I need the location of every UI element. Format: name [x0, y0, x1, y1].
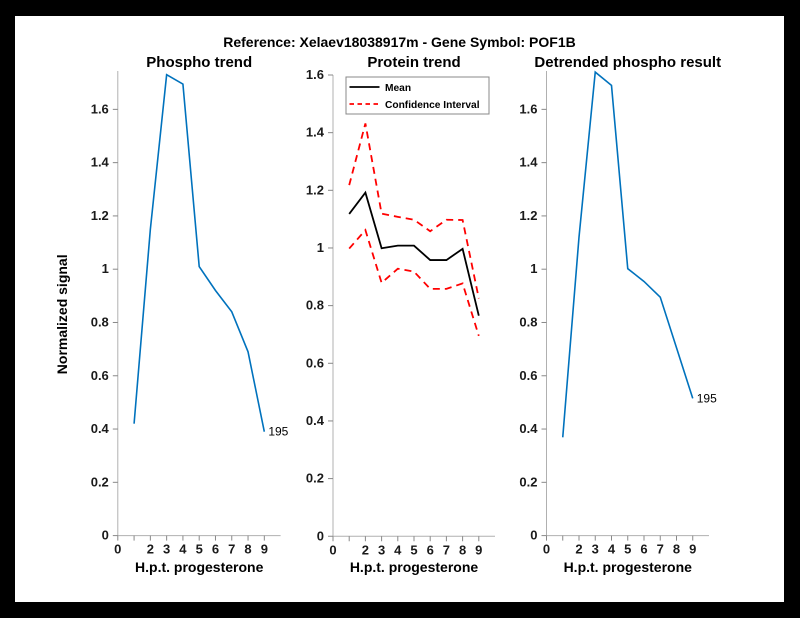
svg-text:H.p.t. progesterone: H.p.t. progesterone [135, 559, 264, 575]
svg-text:Mean: Mean [385, 83, 411, 94]
svg-text:0.6: 0.6 [306, 355, 324, 370]
svg-text:Detrended phospho result: Detrended phospho result [534, 54, 721, 71]
svg-text:1.2: 1.2 [91, 208, 109, 223]
svg-text:0.8: 0.8 [519, 314, 537, 329]
svg-text:0.6: 0.6 [91, 368, 109, 383]
svg-text:7: 7 [443, 542, 450, 557]
svg-text:3: 3 [378, 542, 385, 557]
svg-text:1.2: 1.2 [519, 208, 537, 223]
svg-text:195: 195 [697, 391, 717, 405]
svg-text:1: 1 [317, 240, 324, 255]
svg-text:1.6: 1.6 [519, 101, 537, 116]
svg-text:1.4: 1.4 [519, 155, 538, 170]
svg-text:0.8: 0.8 [306, 298, 324, 313]
svg-text:9: 9 [261, 542, 268, 557]
svg-text:5: 5 [410, 542, 417, 557]
svg-text:3: 3 [163, 542, 170, 557]
svg-text:7: 7 [228, 542, 235, 557]
svg-text:0.4: 0.4 [306, 413, 325, 428]
svg-text:9: 9 [689, 542, 696, 557]
svg-text:7: 7 [657, 542, 664, 557]
svg-text:H.p.t. progesterone: H.p.t. progesterone [350, 559, 479, 575]
svg-text:1.4: 1.4 [306, 125, 325, 140]
svg-text:0: 0 [329, 542, 336, 557]
svg-text:0: 0 [530, 528, 537, 543]
svg-text:2: 2 [362, 542, 369, 557]
svg-text:2: 2 [575, 542, 582, 557]
svg-text:2: 2 [147, 542, 154, 557]
svg-text:5: 5 [196, 542, 203, 557]
svg-text:Protein trend: Protein trend [367, 54, 460, 71]
svg-text:6: 6 [640, 542, 647, 557]
svg-text:0.8: 0.8 [91, 314, 109, 329]
svg-text:H.p.t. progesterone: H.p.t. progesterone [564, 559, 693, 575]
svg-text:3: 3 [592, 542, 599, 557]
svg-text:5: 5 [624, 542, 631, 557]
svg-text:6: 6 [427, 542, 434, 557]
svg-text:0: 0 [114, 542, 121, 557]
svg-text:8: 8 [459, 542, 466, 557]
svg-text:1.6: 1.6 [91, 101, 109, 116]
svg-text:1: 1 [102, 261, 109, 276]
svg-text:1.2: 1.2 [306, 182, 324, 197]
svg-text:0.6: 0.6 [519, 368, 537, 383]
svg-text:1.4: 1.4 [91, 155, 110, 170]
svg-text:8: 8 [673, 542, 680, 557]
svg-text:1: 1 [530, 261, 537, 276]
svg-text:0: 0 [543, 542, 550, 557]
svg-text:1.6: 1.6 [306, 67, 324, 82]
svg-text:Normalized signal: Normalized signal [54, 254, 70, 374]
svg-text:0.2: 0.2 [306, 471, 324, 486]
svg-text:0.2: 0.2 [91, 474, 109, 489]
svg-text:195: 195 [268, 425, 288, 439]
svg-text:4: 4 [608, 542, 616, 557]
svg-text:9: 9 [475, 542, 482, 557]
svg-text:0.4: 0.4 [519, 421, 538, 436]
svg-text:Phospho trend: Phospho trend [146, 54, 252, 71]
svg-text:0.4: 0.4 [91, 421, 110, 436]
svg-text:0: 0 [102, 528, 109, 543]
svg-text:4: 4 [179, 542, 187, 557]
svg-text:4: 4 [394, 542, 402, 557]
svg-text:0: 0 [317, 528, 324, 543]
svg-text:6: 6 [212, 542, 219, 557]
svg-text:0.2: 0.2 [519, 474, 537, 489]
svg-text:Confidence Interval: Confidence Interval [385, 100, 480, 111]
svg-text:8: 8 [244, 542, 251, 557]
